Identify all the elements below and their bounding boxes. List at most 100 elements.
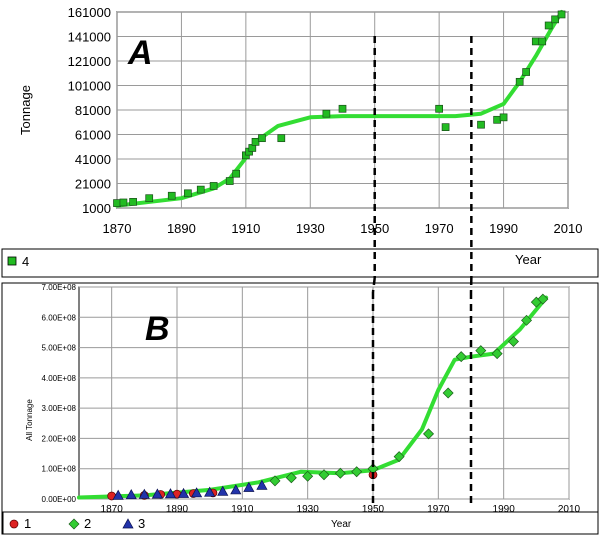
series-3-point: [151, 488, 163, 499]
panel-a-label: A: [127, 34, 153, 72]
panel-b-y-tick: 5.00E+08: [42, 344, 77, 353]
series-2-point: [442, 387, 454, 399]
series-4-point: [113, 199, 121, 207]
series-4-point: [515, 77, 524, 86]
panel-b-x-tick: 1990: [493, 504, 516, 515]
series-4-point: [477, 120, 485, 129]
series-2-point: [269, 475, 281, 487]
legend-2-marker: [68, 518, 80, 530]
panel-a-legend-box: [1, 248, 599, 278]
series-4-point: [322, 109, 331, 118]
panel-a-x-tick: 1930: [296, 221, 325, 236]
panel-b-y-tick: 6.00E+08: [42, 313, 77, 322]
panel-b-x-tick: 1890: [166, 504, 189, 515]
series-4-point: [167, 191, 176, 200]
panel-b-y-tick: 3.00E+08: [42, 404, 77, 413]
series-4-point: [209, 182, 218, 190]
panel-b-x-tick: 1950: [362, 504, 385, 515]
legend-3-marker: [122, 518, 134, 529]
series-4-point: [119, 198, 128, 207]
series-2-point: [455, 351, 467, 363]
panel-a-y-tick: 61000: [75, 128, 111, 143]
series-4-point: [522, 68, 530, 76]
series-4-point: [232, 169, 241, 178]
series-4-point: [258, 134, 266, 143]
series-4-point: [145, 194, 154, 203]
series-2-point: [507, 336, 519, 348]
panel-b-x-tick: 1870: [101, 504, 124, 515]
panel-b: 0.00E+00 1.00E+08 2.00E+08 3.00E+08 4.00E+08…: [2, 283, 599, 535]
series-4-point: [531, 37, 540, 46]
series-3-point: [243, 481, 255, 492]
panel-a-y-tick: 141000: [68, 30, 111, 45]
series-4-point: [493, 115, 501, 124]
series-2-point: [491, 348, 503, 360]
panel-a-y-tick: 1000: [82, 201, 111, 216]
series-2-point: [318, 469, 330, 481]
series-3-point: [217, 485, 229, 496]
series-2-point: [393, 451, 405, 463]
series-3-point: [191, 487, 203, 498]
series-3-point: [138, 488, 150, 499]
series-4-point: [251, 138, 260, 146]
panel-a-x-tick: 1870: [103, 221, 132, 236]
legend-3-label: 3: [138, 516, 145, 531]
series-4-point: [225, 177, 234, 185]
panel-a-y-tick: 161000: [68, 5, 111, 20]
series-4-point: [544, 21, 553, 30]
series-3-point: [230, 484, 242, 495]
series-3-point: [112, 489, 124, 500]
legend-1-label: 1: [24, 516, 31, 531]
panel-b-frame: [1, 282, 599, 535]
series-2-point: [351, 466, 363, 478]
panel-b-y-tick: 2.00E+08: [42, 434, 77, 443]
series-2-point: [302, 470, 314, 482]
series-4-point: [435, 104, 443, 113]
series-4-point: [441, 123, 450, 132]
series-4-point: [551, 15, 559, 24]
panel-a-y-tick: 81000: [75, 103, 111, 118]
panel-b-x-tick: 1970: [427, 504, 450, 515]
legend-4-label: 4: [22, 254, 29, 269]
panel-b-legend-box: [2, 511, 599, 535]
legend-4-marker: [7, 256, 17, 266]
series-4-point: [499, 113, 508, 122]
series-2-point: [521, 314, 533, 326]
series-2-point: [423, 428, 435, 440]
panel-a-y-tick: 101000: [68, 79, 111, 94]
panel-b-label: B: [145, 310, 170, 348]
panel-a-y-tick: 121000: [68, 54, 111, 69]
legend-1-marker: [9, 519, 19, 529]
series-2-point: [475, 345, 487, 357]
series-3-point: [177, 487, 190, 498]
series-2-point: [537, 293, 549, 305]
legend-2-label: 2: [84, 516, 91, 531]
series-4-point: [557, 10, 566, 19]
series-2-point: [285, 472, 297, 484]
panel-a-x-tick: 1890: [167, 221, 196, 236]
panel-a-y-tick: 41000: [75, 152, 111, 167]
series-3-point: [256, 479, 268, 490]
panel-a-x-tick: 2010: [554, 221, 583, 236]
panel-b-x-tick: 2010: [558, 504, 581, 515]
panel-b-y-tick: 0.00E+00: [42, 495, 77, 504]
panel-a-x-tick: 1910: [231, 221, 260, 236]
panel-b-x-tick: 1930: [297, 504, 320, 515]
series-3-point: [204, 486, 216, 497]
series-4-point: [538, 37, 547, 46]
panel-a-x-tick: 1970: [425, 221, 454, 236]
series-4-point: [277, 134, 286, 143]
series-4-point: [338, 104, 347, 113]
series-4-point: [129, 198, 137, 206]
series-2-point: [334, 467, 346, 479]
panel-a-x-axis-label: Year: [515, 252, 542, 267]
series-3-point: [164, 488, 177, 499]
panel-a-y-axis-label: Tonnage: [18, 85, 33, 135]
panel-b-y-tick: 1.00E+08: [42, 465, 77, 474]
series-4-point: [196, 185, 205, 194]
marker-line-1950-connector: [371, 277, 376, 293]
panel-b-y-tick: 7.00E+08: [42, 283, 77, 292]
panel-a-y-tick: 21000: [75, 177, 111, 192]
panel-b-plot-area: [78, 286, 570, 500]
